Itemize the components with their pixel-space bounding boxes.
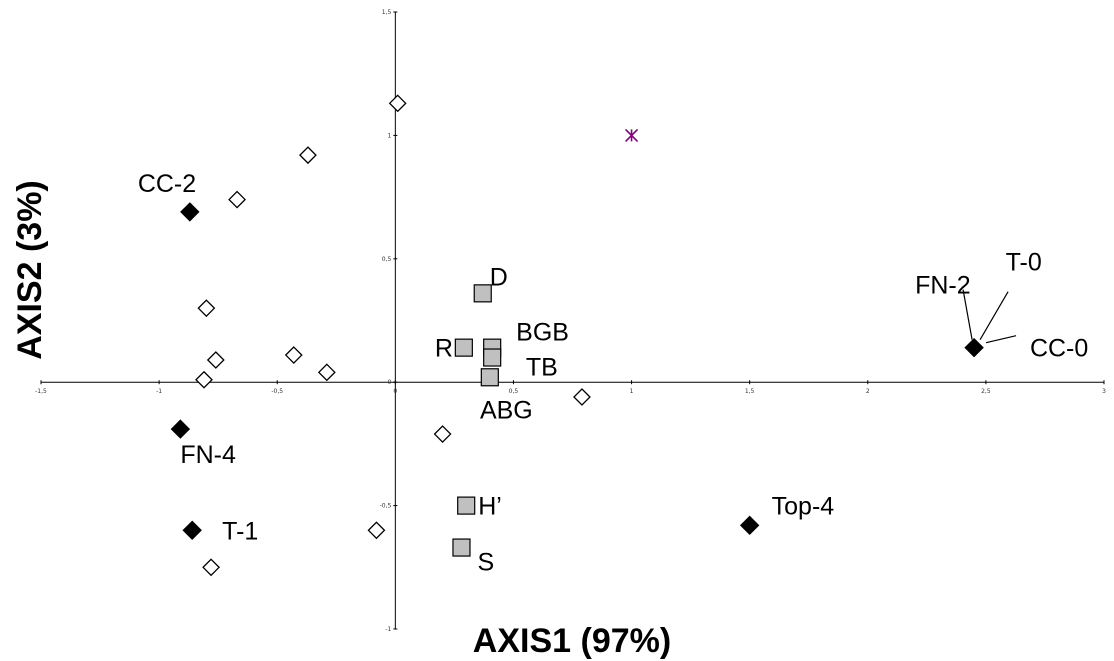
filled-diamond-point <box>180 202 200 222</box>
x-ticks: -1,5 -1 -0,5 0 0,5 1 1,5 2 2,5 3 <box>35 380 1106 395</box>
open-diamond-point <box>197 299 216 318</box>
filled-diamond-point <box>964 337 984 358</box>
x-tick-label: 3 <box>1102 388 1106 395</box>
x-tick-label: 2 <box>866 388 870 395</box>
open-diamond-point <box>228 190 246 209</box>
point-label: R <box>435 335 453 363</box>
open-diamond-point <box>299 146 317 165</box>
open-diamond-point <box>195 370 213 389</box>
y-tick-label: 0 <box>388 379 392 386</box>
y-tick-label: -1 <box>385 626 391 633</box>
open-diamond-point <box>206 351 225 369</box>
x-tick-label: 0 <box>393 388 397 395</box>
point-label: D <box>490 263 508 291</box>
annotation-label: T-0 <box>1006 248 1042 276</box>
point-labels: CC-2 FN-4 T-1 FN-2 Top-4 D R BGB TB H’ S ABG T-0 CC-0 <box>138 170 1088 577</box>
y-tick-label: 1 <box>388 132 392 139</box>
open-diamond-point <box>573 388 591 406</box>
filled-diamond-point <box>739 515 760 536</box>
filled-diamond-point <box>170 419 191 439</box>
open-diamond-point <box>202 558 220 577</box>
point-label: TB <box>526 353 558 381</box>
point-label: BGB <box>516 319 569 347</box>
point-label: FN-2 <box>915 272 971 300</box>
x-tick-label: 0,5 <box>509 388 519 395</box>
data-points <box>170 94 984 577</box>
annotation-label: CC-0 <box>1030 335 1088 363</box>
y-tick-label: 0,5 <box>382 256 392 263</box>
y-axis-title: AXIS2 (3%) <box>11 180 49 360</box>
axes: -1,5 -1 -0,5 0 0,5 1 1,5 2 2,5 3 1,5 1 0,5 0 -0,5 -1 <box>35 9 1106 633</box>
y-tick-label: 1,5 <box>382 9 392 16</box>
leader-line <box>962 289 973 340</box>
square-point <box>483 348 502 367</box>
open-diamond-point <box>317 363 336 382</box>
point-label: H’ <box>478 493 502 521</box>
leader-line <box>979 291 1009 340</box>
leader-line <box>985 335 1017 344</box>
open-diamond-point <box>367 521 386 540</box>
x-tick-label: 1,5 <box>745 388 755 395</box>
square-point <box>457 496 476 515</box>
star-point <box>624 128 639 142</box>
x-axis-title: AXIS1 (97%) <box>473 622 671 660</box>
open-diamond-point <box>433 425 452 443</box>
x-tick-label: -0,5 <box>271 388 283 395</box>
square-point <box>454 338 473 357</box>
x-tick-label: 2,5 <box>981 388 991 395</box>
open-diamond-point <box>284 346 303 364</box>
y-tick-label: -0,5 <box>380 503 392 510</box>
leader-lines <box>962 289 1017 344</box>
point-label: CC-2 <box>138 170 196 198</box>
x-tick-label: 1 <box>630 388 634 395</box>
point-label: S <box>477 549 494 577</box>
annotation-label: ABG <box>480 396 533 424</box>
square-point <box>473 284 492 303</box>
y-ticks: 1,5 1 0,5 0 -0,5 -1 <box>380 9 398 633</box>
point-label: FN-4 <box>180 441 236 469</box>
open-diamond-point <box>388 94 407 113</box>
square-point <box>452 538 471 557</box>
x-tick-label: -1,5 <box>35 388 47 395</box>
point-label: T-1 <box>222 517 258 545</box>
filled-diamond-point <box>182 520 202 540</box>
x-tick-label: -1 <box>156 388 162 395</box>
point-label: Top-4 <box>772 492 835 520</box>
square-point <box>480 368 499 387</box>
